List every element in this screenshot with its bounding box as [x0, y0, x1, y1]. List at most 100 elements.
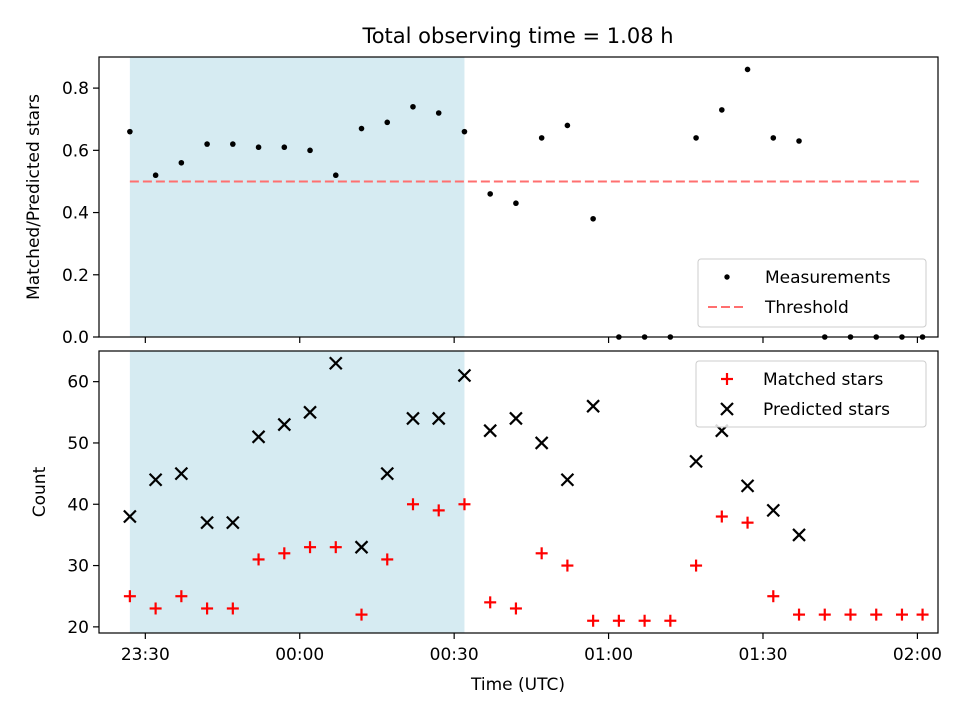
top-y-axis-label: Matched/Predicted stars — [24, 94, 44, 300]
y-tick-label: 40 — [67, 495, 89, 515]
measurement-point — [461, 128, 468, 135]
matched-star-point — [870, 608, 883, 621]
matched-star-point — [278, 547, 291, 560]
matched-star-point — [818, 608, 831, 621]
matched-star-point — [304, 541, 317, 554]
legend-threshold-label: Threshold — [764, 298, 849, 318]
bottom-y-axis-label: Count — [30, 466, 50, 517]
predicted-star-point — [560, 472, 575, 487]
y-tick-label: 0.4 — [62, 204, 89, 224]
x-tick-label: 00:30 — [430, 645, 479, 665]
bottom-y-ticks: 20 30 40 50 60 — [67, 373, 99, 638]
predicted-star-point — [251, 430, 266, 444]
top-y-ticks: 0.0 0.2 0.4 0.6 0.8 — [62, 79, 99, 348]
matched-star-point — [690, 559, 703, 572]
matched-star-point — [741, 516, 754, 529]
predicted-star-point — [148, 472, 163, 487]
predicted-star-point — [354, 540, 369, 554]
bottom-legend-box — [695, 360, 927, 428]
predicted-star-point — [226, 515, 240, 530]
matched-star-point — [329, 541, 342, 554]
matched-star-point — [226, 602, 239, 615]
measurement-point — [230, 141, 236, 147]
predicted-star-point — [174, 466, 189, 481]
predicted-star-point — [303, 405, 317, 420]
top-axes-frame — [98, 56, 939, 338]
matched-star-point — [535, 547, 548, 560]
predicted-star-point — [277, 417, 292, 432]
chart-title: Total observing time = 1.08 h — [361, 24, 673, 48]
predicted-star-point — [380, 466, 395, 481]
measurement-point — [744, 66, 751, 73]
measurement-point — [796, 138, 802, 144]
matched-star-point — [561, 559, 574, 572]
measurement-point — [590, 215, 596, 222]
top-legend-box — [697, 258, 927, 328]
legend-predicted-label: Predicted stars — [763, 400, 890, 420]
matched-star-point — [844, 608, 857, 621]
matched-star-point — [458, 498, 471, 511]
predicted-star-point — [483, 423, 497, 438]
predicted-stars-points — [123, 356, 806, 554]
y-tick-label: 0.8 — [62, 79, 89, 99]
predicted-star-point — [792, 528, 806, 542]
matched-star-point — [767, 590, 780, 603]
predicted-star-point — [766, 503, 781, 518]
matched-star-point — [149, 602, 162, 615]
matched-star-point — [715, 510, 728, 523]
measurement-point — [435, 110, 442, 116]
measurement-point — [564, 122, 571, 129]
matched-star-point — [612, 614, 625, 627]
y-tick-label: 50 — [67, 434, 89, 454]
measurement-point — [281, 144, 288, 151]
y-tick-label: 30 — [67, 557, 89, 577]
bottom-shaded-span — [129, 351, 465, 633]
legend-measurements-label: Measurements — [765, 268, 891, 288]
matched-star-point — [252, 553, 265, 566]
matched-star-point — [432, 504, 445, 517]
bottom-axes-frame — [98, 350, 939, 634]
measurement-point — [358, 125, 365, 132]
bottom-panel: 20 30 40 50 60 23:30 00:00 00:30 01:00 01:30 02:0… — [30, 350, 942, 695]
measurement-point — [204, 141, 210, 147]
measurement-point — [152, 172, 159, 179]
y-tick-label: 0.2 — [62, 266, 89, 286]
matched-star-point — [123, 590, 136, 603]
measurement-point — [487, 191, 493, 197]
y-tick-label: 20 — [67, 618, 89, 638]
matched-star-point — [201, 602, 214, 615]
matched-star-point — [355, 608, 368, 621]
y-tick-label: 60 — [67, 373, 89, 393]
measurement-point — [410, 103, 416, 110]
x-tick-label: 01:30 — [738, 645, 787, 665]
predicted-star-point — [328, 356, 343, 371]
measurement-point — [719, 107, 725, 113]
predicted-star-point — [586, 399, 600, 413]
matched-star-point — [175, 590, 188, 603]
matched-star-point — [638, 614, 651, 627]
predicted-star-point — [406, 411, 420, 426]
x-tick-label: 23:30 — [121, 645, 170, 665]
predicted-star-point — [534, 436, 549, 450]
x-tick-label: 02:00 — [893, 645, 942, 665]
predicted-star-point — [123, 509, 137, 524]
measurement-point — [178, 159, 185, 166]
measurement-point — [307, 147, 313, 154]
measurement-point — [693, 135, 699, 141]
measurement-point — [513, 200, 519, 207]
matched-star-point — [895, 608, 908, 621]
predicted-star-point — [509, 411, 523, 426]
bottom-legend: Matched stars Predicted stars — [695, 360, 927, 428]
predicted-star-point — [200, 515, 214, 530]
legend-measurements-marker — [724, 274, 730, 280]
matched-star-point — [587, 614, 600, 627]
top-x-ticks — [144, 337, 919, 343]
legend-predicted-marker — [720, 402, 734, 416]
top-legend: Measurements Threshold — [697, 258, 927, 328]
x-axis-label: Time (UTC) — [470, 675, 565, 695]
legend-matched-label: Matched stars — [763, 370, 883, 390]
measurement-point — [384, 119, 391, 126]
bottom-x-ticks: 23:30 00:00 00:30 01:00 01:30 02:00 — [121, 633, 942, 665]
top-shaded-span — [129, 57, 465, 337]
matched-stars-points — [123, 498, 929, 627]
